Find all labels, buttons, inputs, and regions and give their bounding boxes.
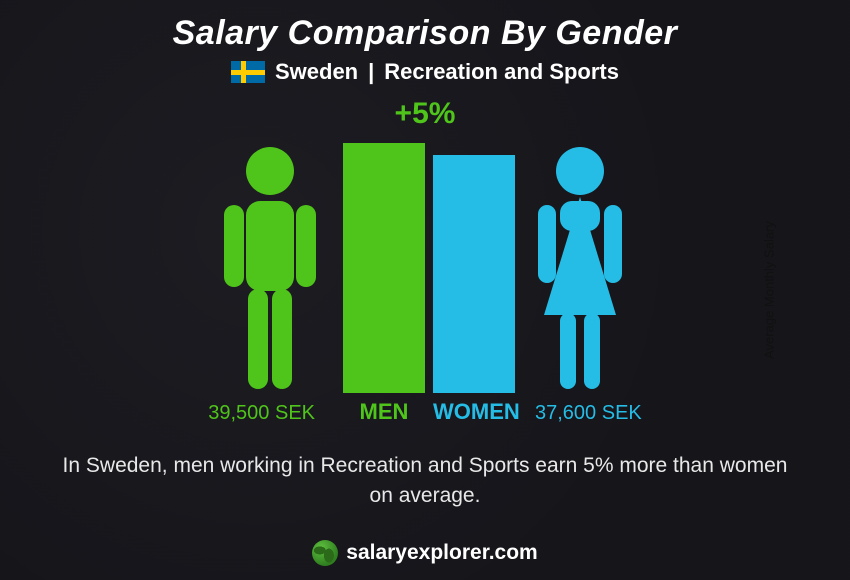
country-label: Sweden bbox=[275, 59, 358, 85]
footer-link[interactable]: salaryexplorer.com bbox=[346, 541, 537, 565]
bar-label-women: WOMEN bbox=[433, 399, 515, 425]
bar-label-men: MEN bbox=[343, 399, 425, 425]
man-icon bbox=[210, 143, 330, 393]
woman-icon bbox=[520, 143, 640, 393]
subtitle: Sweden | Recreation and Sports bbox=[0, 59, 850, 85]
bar-women bbox=[433, 155, 515, 393]
separator: | bbox=[368, 59, 374, 85]
salary-men: 39,500 SEK bbox=[135, 402, 315, 425]
footer: salaryexplorer.com bbox=[0, 540, 850, 566]
caption-text: In Sweden, men working in Recreation and… bbox=[60, 451, 790, 512]
salary-women: 37,600 SEK bbox=[535, 402, 715, 425]
page-title: Salary Comparison By Gender bbox=[0, 0, 850, 53]
percentage-delta: +5% bbox=[395, 97, 456, 131]
sector-label: Recreation and Sports bbox=[384, 59, 619, 85]
sweden-flag-icon bbox=[231, 61, 265, 83]
y-axis-label: Average Monthly Salary bbox=[762, 221, 777, 359]
bar-men bbox=[343, 143, 425, 393]
globe-icon bbox=[312, 540, 338, 566]
gender-salary-chart: +5% MEN WOMEN 39,500 SEK 37,600 SEK bbox=[115, 105, 735, 425]
